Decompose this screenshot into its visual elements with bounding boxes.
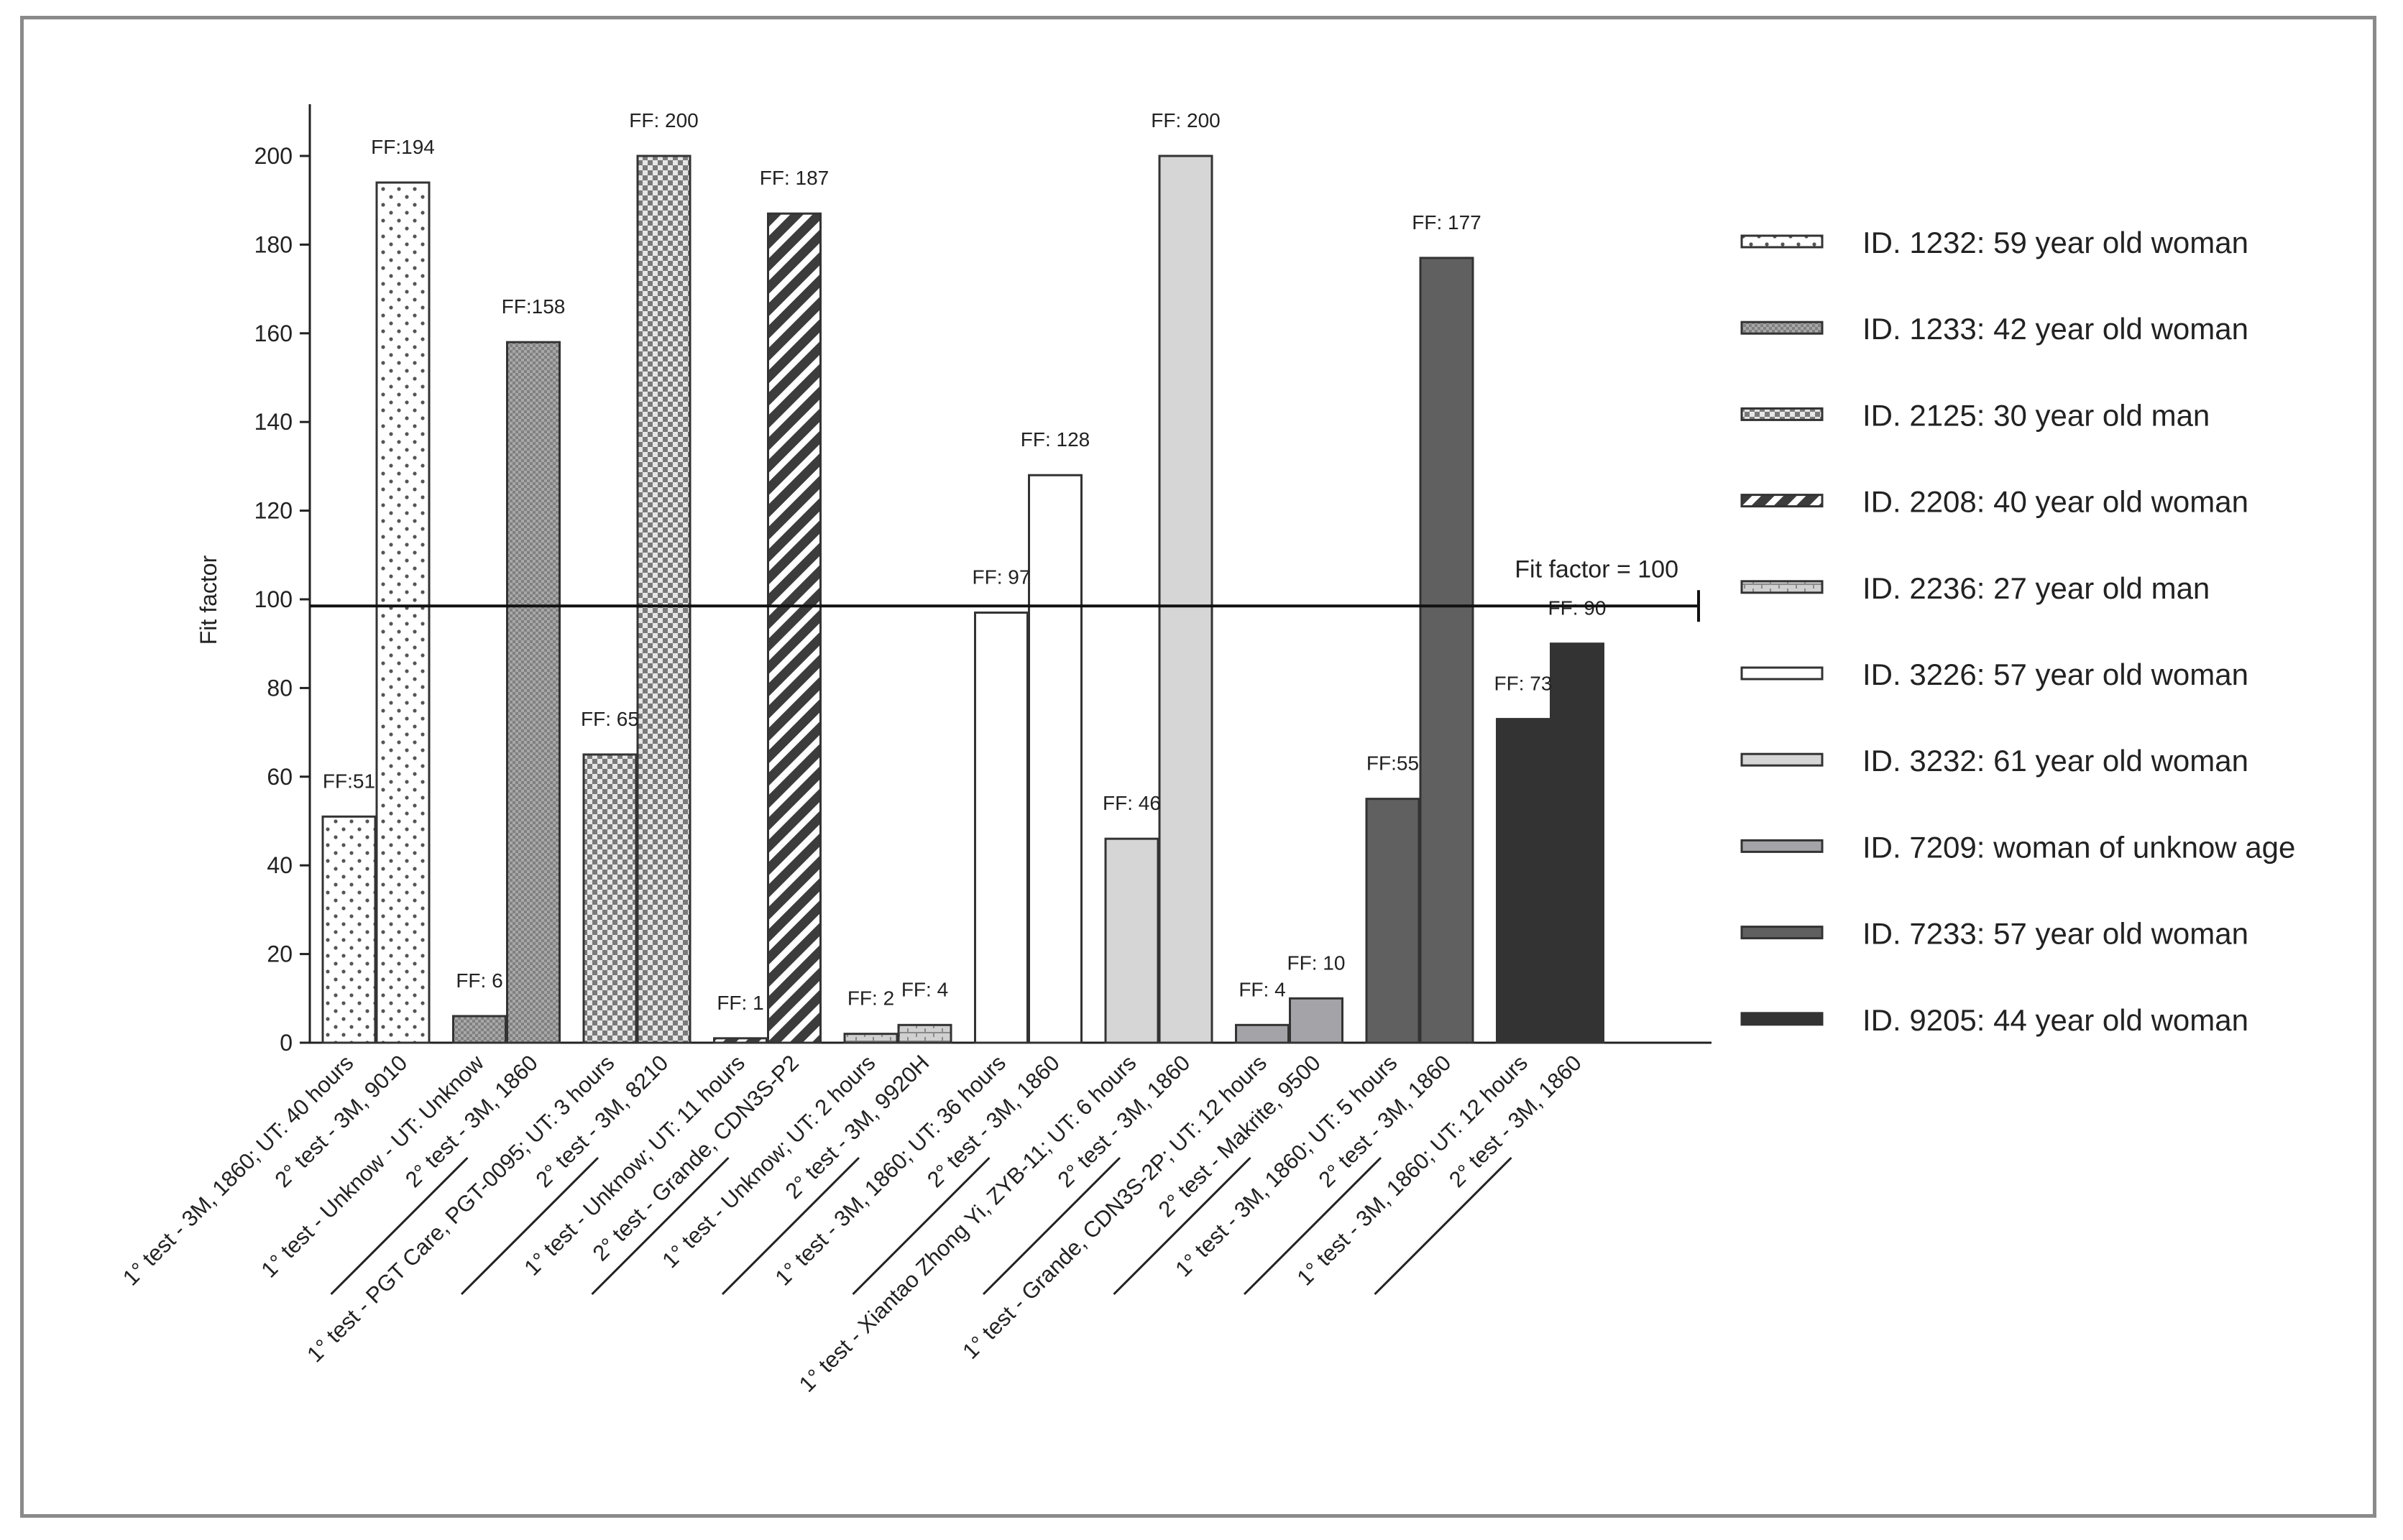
bar	[1104, 837, 1159, 1044]
group-separator	[1113, 1156, 1251, 1296]
y-tick-label: 20	[267, 941, 293, 967]
legend-entry-label: ID. 3232: 61 year old woman	[1862, 744, 2248, 778]
group-separator	[591, 1156, 730, 1296]
group-separator	[721, 1156, 860, 1296]
bar	[1289, 997, 1343, 1044]
bar	[1419, 257, 1474, 1044]
y-tick-label: 80	[267, 675, 293, 701]
bar-value-label: FF: 46	[1103, 792, 1161, 814]
legend-entry-label: ID. 2236: 27 year old man	[1862, 571, 2210, 605]
legend-swatch	[1740, 234, 1824, 249]
bar-value-label: FF: 6	[456, 969, 502, 992]
bar	[582, 753, 638, 1044]
bar-value-labels: FF:51 FF:194 FF: 6 FF:158 FF: 65 FF: 200 FF: 1…	[323, 109, 1607, 1014]
legend-entry-label: ID. 2125: 30 year old man	[1862, 398, 2210, 432]
legend-swatch	[1740, 926, 1824, 940]
bars	[321, 155, 1604, 1044]
bar	[452, 1015, 507, 1044]
bar-value-label: FF: 4	[901, 978, 948, 1000]
legend-entry-label: ID. 7233: 57 year old woman	[1862, 917, 2248, 951]
reference-line: Fit factor = 100	[310, 555, 1700, 622]
bar-value-label: FF: 187	[760, 167, 829, 189]
bar	[974, 612, 1029, 1044]
bar	[1235, 1023, 1290, 1044]
y-tick-label: 40	[267, 852, 293, 878]
bar-value-label: FF: 200	[1151, 109, 1220, 132]
bar-value-label: FF: 90	[1548, 597, 1607, 619]
legend-swatch	[1740, 666, 1824, 681]
reference-line-label: Fit factor = 100	[1515, 555, 1678, 583]
bar	[1365, 798, 1420, 1044]
bar-value-label: FF: 4	[1239, 978, 1285, 1000]
group-separator	[330, 1156, 469, 1296]
bar	[1496, 718, 1550, 1044]
group-separator	[1374, 1156, 1512, 1296]
legend-swatch	[1740, 1012, 1824, 1026]
legend-swatch	[1740, 321, 1824, 335]
bar	[897, 1023, 952, 1044]
group-separator	[460, 1156, 599, 1296]
x-tick-label: 1° test - 3M, 1860; UT: 40 hours	[118, 1050, 358, 1290]
y-tick-label: 140	[254, 409, 293, 435]
y-tick-label: 120	[254, 498, 293, 524]
bar	[636, 155, 692, 1044]
bar-value-label: FF: 200	[629, 109, 698, 132]
bar-value-label: FF: 2	[847, 987, 894, 1010]
legend-entry-label: ID. 1233: 42 year old woman	[1862, 312, 2248, 346]
bar-value-label: FF: 1	[717, 992, 763, 1014]
bar-value-label: FF:194	[371, 136, 435, 158]
bar-value-label: FF: 10	[1287, 951, 1346, 974]
bar-value-label: FF: 65	[581, 708, 639, 730]
bar	[506, 341, 561, 1044]
bar	[1158, 155, 1213, 1044]
group-separator	[982, 1156, 1121, 1296]
legend-swatch	[1740, 752, 1824, 767]
y-tick-label: 180	[254, 231, 293, 257]
y-axis-label: Fit factor	[196, 555, 221, 645]
legend-entry-label: ID. 2208: 40 year old woman	[1862, 485, 2248, 519]
legend: ID. 1232: 59 year old woman ID. 1233: 42 …	[1740, 226, 2295, 1037]
group-separator	[852, 1156, 991, 1296]
bar-value-label: FF: 128	[1021, 428, 1090, 451]
bar	[767, 212, 822, 1044]
bar	[1028, 474, 1083, 1044]
y-tick-label: 200	[254, 143, 293, 169]
y-tick-label: 160	[254, 321, 293, 346]
bar-value-label: FF: 97	[973, 566, 1031, 589]
y-tick-label: 60	[267, 764, 293, 790]
figure-frame: 0 20 40 60 80 100 120 140 160 180 200 FF:51 FF:194 F…	[20, 16, 2376, 1518]
legend-swatch	[1740, 494, 1824, 508]
legend-entry-label: ID. 1232: 59 year old woman	[1862, 226, 2248, 259]
bar-value-label: FF:158	[502, 295, 566, 318]
legend-entry-label: ID. 9205: 44 year old woman	[1862, 1003, 2248, 1037]
bar	[1550, 642, 1604, 1044]
y-tick-label: 0	[280, 1030, 293, 1056]
y-tick-label: 100	[254, 586, 293, 612]
bar	[713, 1037, 768, 1044]
legend-entry-label: ID. 3226: 57 year old woman	[1862, 658, 2248, 691]
bar	[375, 181, 431, 1044]
legend-entry-label: ID. 7209: woman of unknow age	[1862, 830, 2295, 864]
bar	[843, 1033, 899, 1044]
legend-swatch	[1740, 580, 1824, 594]
bar-value-label: FF: 177	[1412, 211, 1481, 234]
legend-swatch	[1740, 407, 1824, 421]
bar-value-label: FF: 73	[1494, 673, 1553, 695]
bar-value-label: FF:55	[1366, 752, 1419, 775]
bar	[321, 815, 377, 1044]
legend-swatch	[1740, 839, 1824, 853]
bar-value-label: FF:51	[323, 770, 375, 792]
group-separator	[1243, 1156, 1382, 1296]
